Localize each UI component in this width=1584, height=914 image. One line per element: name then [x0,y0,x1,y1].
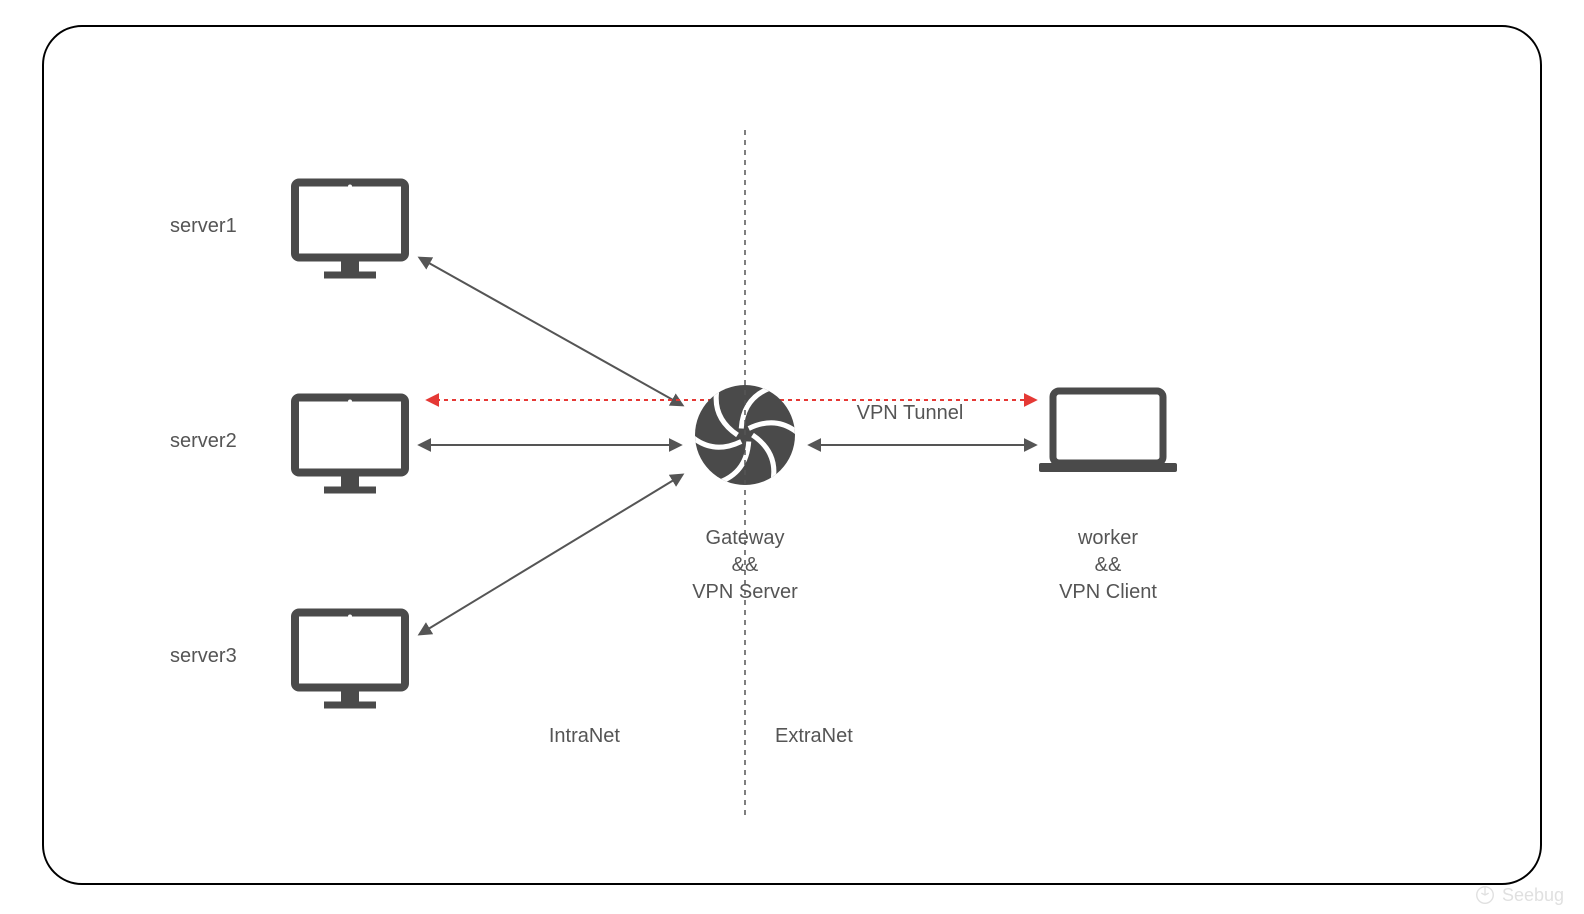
node-label-server1: server1 [170,215,237,238]
diagram-frame [42,25,1542,885]
node-label-server2: server2 [170,430,237,453]
zone-label-intranet: IntraNet [520,725,620,748]
edge-label-gateway-worker: VPN Tunnel [850,402,970,425]
bug-icon [1474,884,1496,906]
node-label-server3: server3 [170,645,237,668]
node-label-worker: worker && VPN Client [1028,525,1188,606]
zone-label-extranet: ExtraNet [775,725,875,748]
watermark: Seebug [1474,884,1564,906]
watermark-text: Seebug [1502,885,1564,906]
node-label-gateway: Gateway && VPN Server [665,525,825,606]
